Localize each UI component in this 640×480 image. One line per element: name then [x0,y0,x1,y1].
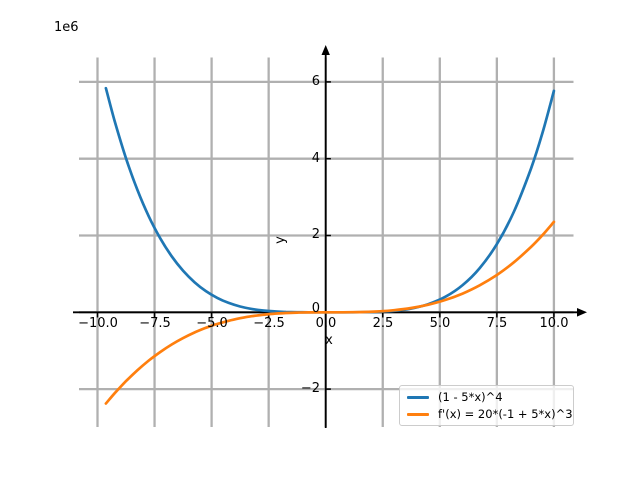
y-tick-label: 2 [311,227,320,242]
x-axis-label: x [325,333,333,348]
x-tick-label: 2.5 [372,316,394,331]
legend-entry: f'(x) = 20*(-1 + 5*x)^3 [407,407,573,421]
legend-entry: (1 - 5*x)^4 [407,390,566,404]
x-tick-label: 0.0 [315,316,337,331]
legend-entry-label: f'(x) = 20*(-1 + 5*x)^3 [438,407,573,421]
y-tick-label: 6 [311,74,320,89]
y-axis-offset-label: 1e6 [54,20,79,35]
curve-derivative [104,220,556,405]
x-tick-label: −5.0 [196,316,228,331]
x-tick-label: 10.0 [539,316,569,331]
legend: (1 - 5*x)^4 f'(x) = 20*(-1 + 5*x)^3 [399,385,574,426]
x-tick-label: 5.0 [429,316,451,331]
curve-fx [104,86,556,314]
y-tick-label: −2 [300,381,320,396]
legend-entry-label: (1 - 5*x)^4 [438,390,503,404]
tick-marks [96,81,555,390]
curves [104,86,556,405]
legend-line-sample [407,412,429,416]
x-tick-label: 7.5 [486,316,508,331]
legend-line-sample [407,395,429,399]
x-tick-label: −2.5 [253,316,285,331]
y-tick-label: 0 [311,301,320,316]
y-tick-label: 4 [311,151,320,166]
x-tick-label: −7.5 [139,316,171,331]
x-tick-label: −10.0 [78,316,118,331]
y-axis-label: y [272,236,288,244]
